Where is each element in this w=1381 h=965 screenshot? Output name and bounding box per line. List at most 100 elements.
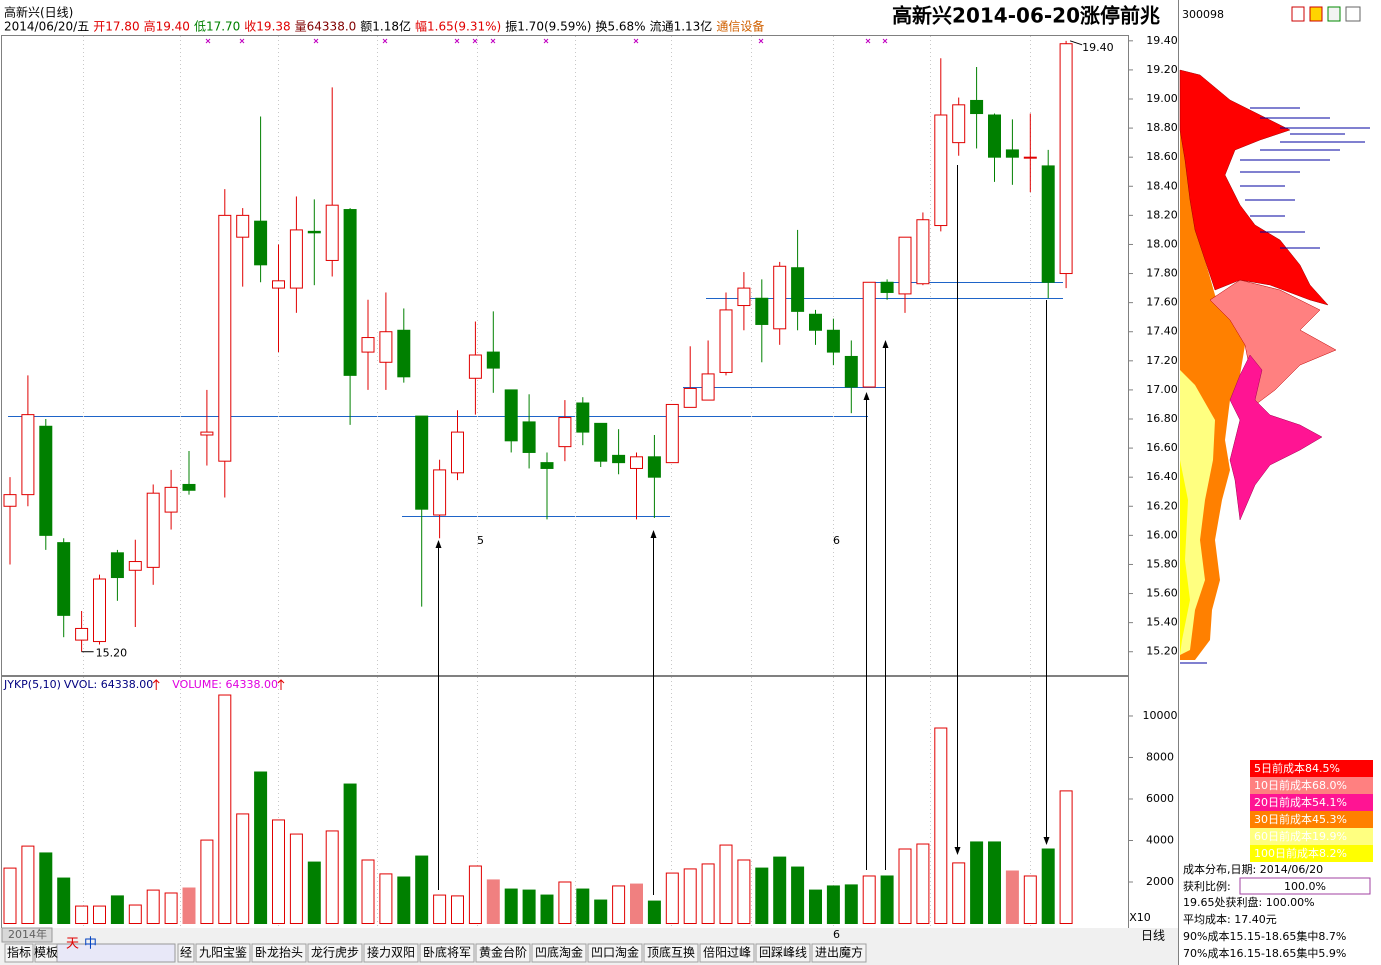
cost-20	[1229, 354, 1323, 521]
candle-body	[146, 492, 160, 568]
volume-bar	[647, 900, 661, 924]
y-tick-label: 6000	[1146, 792, 1174, 805]
y-tick-label: 18.20	[1146, 208, 1178, 221]
period-label[interactable]: 日线	[1141, 929, 1165, 943]
volume-bar	[254, 771, 268, 925]
marker	[382, 38, 388, 44]
volume-bar	[1023, 875, 1037, 924]
tab-label[interactable]: 卧底将军	[423, 945, 471, 960]
volume-bar	[988, 841, 1001, 924]
year-box	[1, 927, 53, 943]
candle-body	[343, 209, 357, 376]
tab-label[interactable]: 接力双阳	[367, 945, 415, 960]
cost-info: 获利比例:	[1183, 879, 1231, 893]
tab-label[interactable]: 顶底互换	[647, 945, 695, 960]
y-tick-label: 16.40	[1146, 470, 1178, 483]
y-tick-label: 17.60	[1146, 296, 1178, 309]
tab-label[interactable]: 模板	[34, 946, 58, 960]
y-tick-label: 17.40	[1146, 325, 1178, 338]
candle-body	[272, 280, 285, 289]
marker	[490, 38, 496, 44]
volume-bar	[361, 859, 375, 924]
tab[interactable]	[811, 943, 867, 963]
volume-bar	[540, 894, 554, 925]
tab-label[interactable]: 九阳宝鉴	[199, 946, 247, 960]
cost-info: 19.65处获利盘: 100.00%	[1183, 895, 1315, 909]
volume-bar	[862, 875, 876, 924]
volume-bar	[164, 892, 178, 924]
volume-bar	[433, 894, 447, 925]
cost-info: 90%成本15.15-18.65集中8.7%	[1183, 929, 1346, 943]
candle-body	[1059, 43, 1073, 275]
high-pointer	[1069, 40, 1083, 46]
volume-bar	[665, 872, 679, 924]
candle-body	[522, 421, 536, 453]
tab-label[interactable]: 进出魔方	[815, 945, 863, 960]
volume-bar	[612, 885, 626, 924]
candle-body	[397, 329, 411, 378]
candle-body	[218, 214, 232, 462]
tab-label[interactable]: 凹口淘金	[591, 945, 639, 960]
cost-legend-swatch	[1250, 845, 1373, 862]
candle-body	[110, 552, 124, 579]
y-tick-label: 16.80	[1146, 412, 1178, 425]
tab[interactable]	[475, 943, 531, 963]
y-tick-label: 19.00	[1146, 92, 1178, 105]
tab[interactable]	[587, 943, 643, 963]
tab-label[interactable]: 黄金台阶	[479, 945, 527, 960]
tab[interactable]	[755, 943, 811, 963]
tab-label[interactable]: 凹底淘金	[535, 945, 583, 960]
tab-label[interactable]: 龙行虎步	[311, 946, 359, 960]
y-tick-label: 16.20	[1146, 499, 1178, 512]
y-tick-label: 16.00	[1146, 528, 1178, 541]
tab[interactable]	[363, 943, 419, 963]
header-field: 流通1.13亿	[650, 19, 713, 34]
tab-label[interactable]: 指标	[7, 945, 31, 960]
candle-body	[916, 219, 930, 285]
month-label: 5	[477, 534, 484, 547]
marker	[454, 38, 460, 44]
tab[interactable]	[699, 943, 755, 963]
high-label: 19.40	[1082, 41, 1114, 54]
marker	[543, 38, 549, 44]
tab-label[interactable]: 经	[180, 946, 192, 960]
candle-body	[612, 454, 626, 464]
y-tick-label: 17.80	[1146, 267, 1178, 280]
candle-body	[558, 417, 572, 448]
tab[interactable]	[531, 943, 587, 963]
tab[interactable]	[643, 943, 699, 963]
header-field: 量64338.0	[295, 20, 357, 34]
volume-bar	[1059, 790, 1073, 924]
candle-body	[415, 415, 429, 510]
tab[interactable]	[419, 943, 475, 963]
tab-label[interactable]: 倍阳过峰	[703, 945, 751, 960]
tab[interactable]	[195, 943, 251, 963]
candle-body	[970, 99, 984, 115]
tab-label[interactable]: 回踩峰线	[759, 946, 807, 960]
candle-body	[93, 578, 106, 643]
tab[interactable]	[34, 943, 58, 963]
candle-body	[773, 265, 787, 330]
toolbar-icons[interactable]	[1291, 6, 1361, 22]
candle-body	[200, 431, 214, 436]
marker	[882, 38, 888, 44]
marker	[865, 38, 871, 44]
candle-body	[701, 373, 715, 401]
y-tick-label: 10000	[1143, 709, 1178, 722]
tab[interactable]	[4, 943, 34, 963]
tab-label[interactable]: 卧龙抬头	[255, 946, 303, 960]
volume-bar	[218, 694, 232, 924]
tab[interactable]	[307, 943, 363, 963]
volume-bar	[630, 883, 643, 924]
candle-body	[826, 329, 840, 353]
volume-bar	[522, 889, 536, 924]
icon[interactable]: 天	[66, 937, 79, 952]
candle-body	[307, 230, 321, 234]
icon[interactable]: 中	[84, 937, 97, 952]
stock-code: 300098	[1182, 8, 1224, 21]
tab[interactable]	[251, 943, 307, 963]
candle-body	[540, 462, 554, 469]
volume-bar	[844, 884, 858, 925]
volume-bar	[737, 859, 751, 924]
tab[interactable]	[177, 943, 195, 963]
